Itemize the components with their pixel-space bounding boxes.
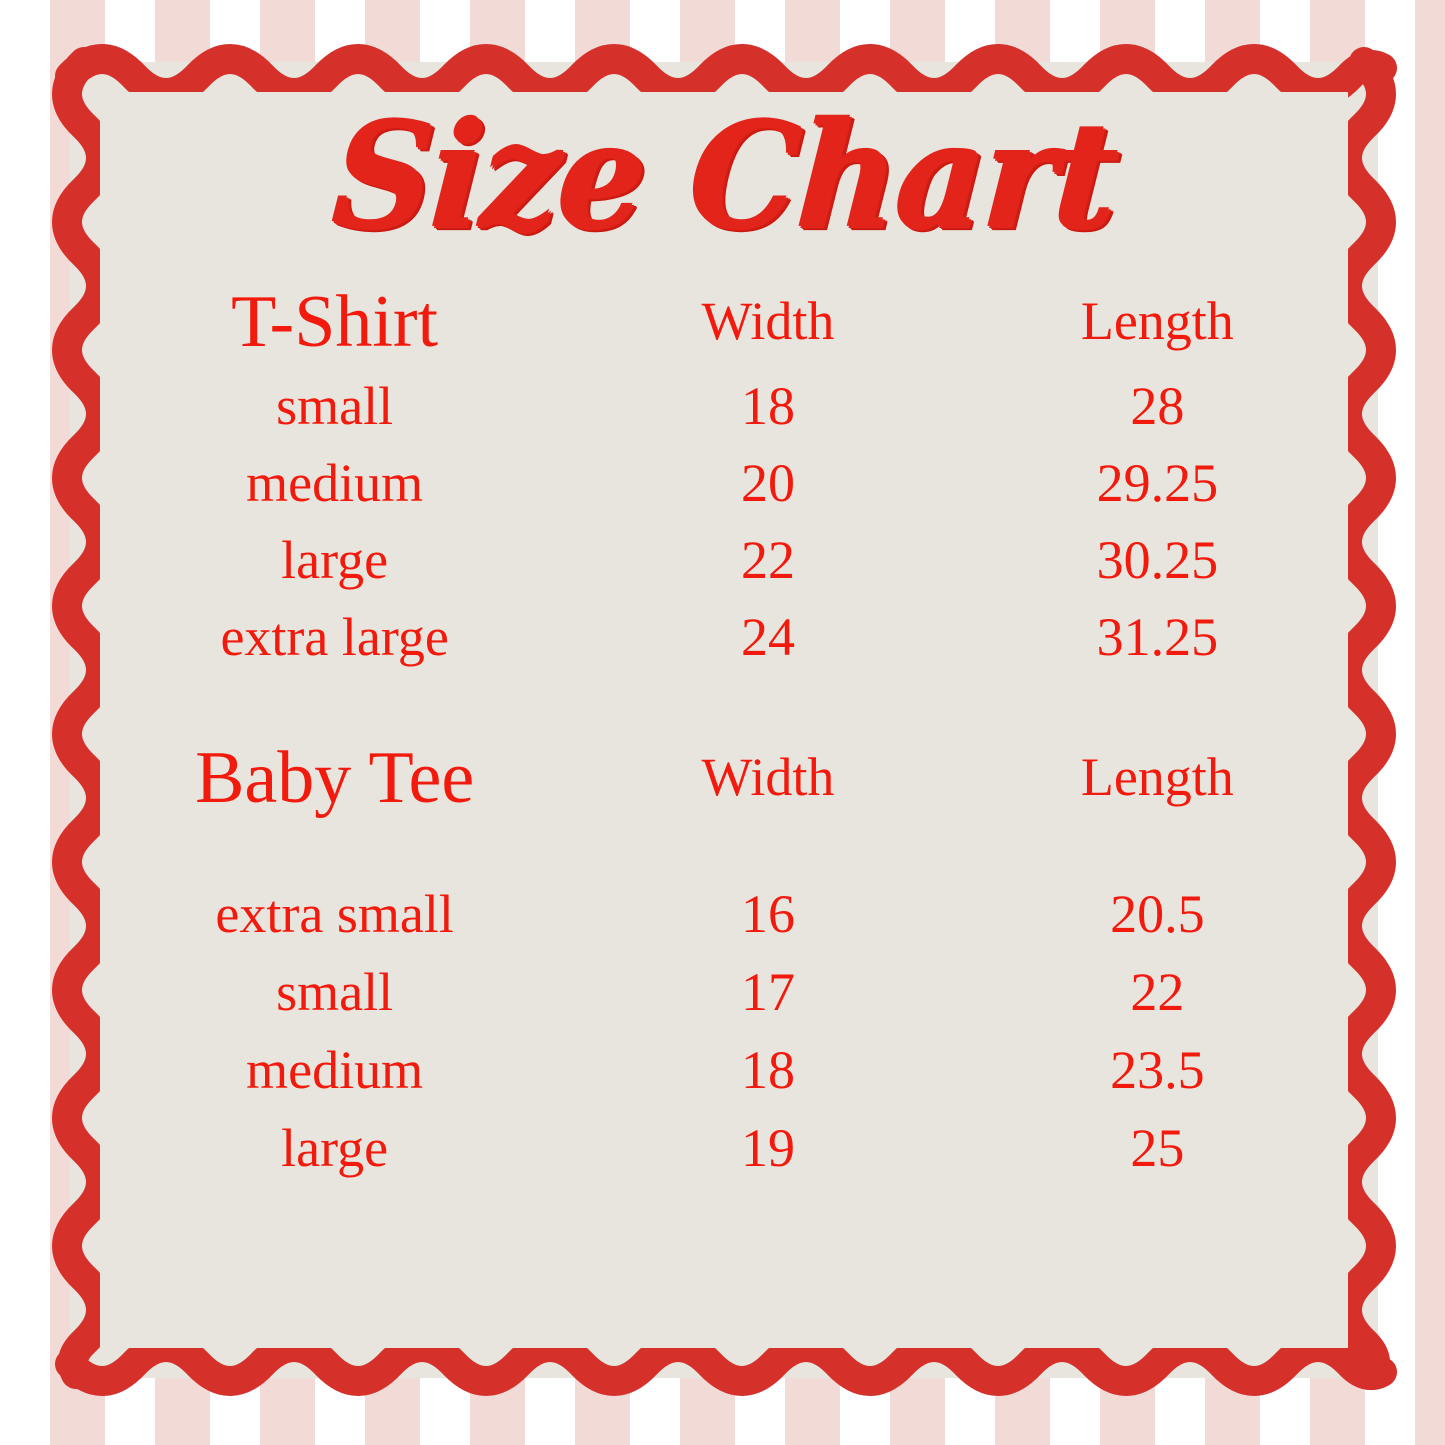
babytee-size-large: large — [281, 1118, 389, 1179]
babytee-size-medium: medium — [246, 1040, 424, 1101]
tshirt-size-table: T-Shirt Width Length small 18 28 medium … — [96, 276, 1352, 676]
tshirt-size-medium: medium — [246, 452, 424, 513]
babytee-length-small: 22 — [1130, 962, 1185, 1023]
tshirt-width-medium: 20 — [740, 452, 795, 513]
tshirt-header-row: T-Shirt Width Length — [96, 276, 1352, 368]
table-row: medium 20 29.25 — [96, 445, 1352, 522]
tshirt-length-extra-large: 31.25 — [1096, 606, 1219, 667]
tshirt-width-extra-large: 24 — [740, 606, 795, 667]
tshirt-table-name: T-Shirt — [231, 280, 439, 363]
table-row: small 18 28 — [96, 368, 1352, 445]
card-inner-fill — [100, 92, 1348, 1348]
babytee-header-row: Baby Tee Width Length — [96, 728, 1352, 828]
table-row: small 17 22 — [96, 954, 1352, 1032]
card-content: Size Chart T-Shirt Width Length small 18… — [96, 84, 1352, 1356]
babytee-size-table: Baby Tee Width Length extra small 16 20.… — [96, 728, 1352, 1188]
tshirt-column-width: Width — [701, 291, 835, 352]
babytee-size-small: small — [276, 962, 394, 1023]
tshirt-width-small: 18 — [740, 375, 795, 436]
babytee-column-length: Length — [1080, 747, 1234, 808]
tshirt-size-large: large — [281, 529, 389, 590]
babytee-column-width: Width — [701, 747, 835, 808]
babytee-length-medium: 23.5 — [1110, 1040, 1205, 1101]
babytee-width-small: 17 — [740, 962, 795, 1023]
title-area: Size Chart — [96, 84, 1352, 274]
babytee-size-extra-small: extra small — [215, 884, 454, 945]
tshirt-length-small: 28 — [1130, 375, 1185, 436]
tshirt-width-large: 22 — [740, 529, 795, 590]
babytee-width-extra-small: 16 — [740, 884, 795, 945]
page-title: Size Chart — [327, 88, 1121, 261]
tshirt-size-extra-large: extra large — [220, 606, 449, 667]
babytee-width-medium: 18 — [740, 1040, 795, 1101]
table-row: large 22 30.25 — [96, 522, 1352, 599]
babytee-length-large: 25 — [1130, 1118, 1185, 1179]
scalloped-card-frame — [44, 36, 1404, 1404]
table-row: extra large 24 31.25 — [96, 599, 1352, 676]
table-row: extra small 16 20.5 — [96, 828, 1352, 954]
babytee-width-large: 19 — [740, 1118, 795, 1179]
tshirt-size-small: small — [276, 375, 394, 436]
tshirt-length-medium: 29.25 — [1096, 452, 1219, 513]
table-row: medium 18 23.5 — [96, 1032, 1352, 1110]
babytee-length-extra-small: 20.5 — [1110, 884, 1205, 945]
table-row: large 19 25 — [96, 1110, 1352, 1188]
babytee-table-name: Baby Tee — [195, 736, 475, 819]
tshirt-column-length: Length — [1080, 291, 1234, 352]
tshirt-length-large: 30.25 — [1096, 529, 1219, 590]
